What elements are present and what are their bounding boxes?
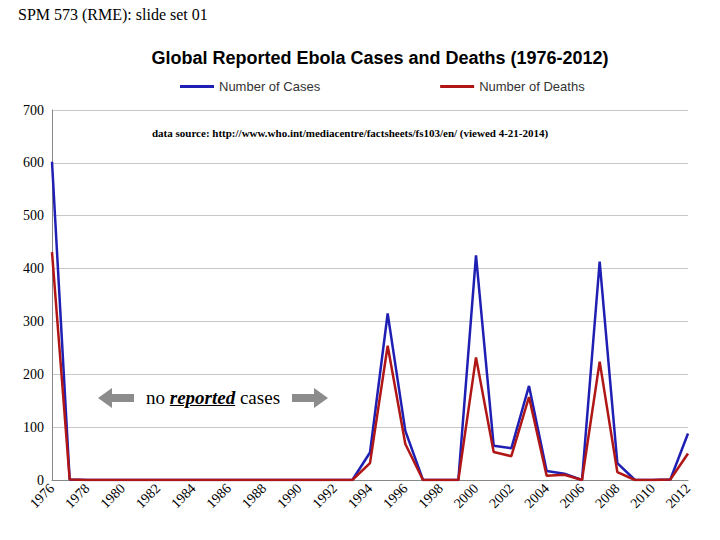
svg-text:1994: 1994 [345, 481, 375, 511]
svg-text:700: 700 [23, 103, 44, 118]
svg-text:1980: 1980 [98, 481, 128, 511]
svg-text:1988: 1988 [239, 481, 269, 511]
svg-text:200: 200 [23, 367, 44, 382]
svg-text:1992: 1992 [310, 481, 340, 511]
svg-text:2006: 2006 [557, 481, 587, 511]
svg-text:1996: 1996 [380, 481, 410, 511]
svg-text:1984: 1984 [168, 481, 198, 511]
svg-text:2004: 2004 [522, 481, 552, 511]
svg-text:Global Reported Ebola Cases an: Global Reported Ebola Cases and Deaths (… [151, 48, 608, 68]
svg-text:300: 300 [23, 314, 44, 329]
svg-text:400: 400 [23, 261, 44, 276]
svg-text:100: 100 [23, 420, 44, 435]
svg-text:1976: 1976 [27, 481, 57, 511]
svg-text:2008: 2008 [592, 481, 622, 511]
svg-text:1978: 1978 [62, 481, 92, 511]
svg-text:1990: 1990 [274, 481, 304, 511]
svg-text:1998: 1998 [416, 481, 446, 511]
svg-text:0: 0 [37, 472, 44, 488]
svg-text:600: 600 [23, 155, 44, 170]
svg-text:Number of Cases: Number of Cases [219, 79, 321, 94]
html-text:no reported cases: no reported cases [146, 387, 280, 408]
svg-text:2010: 2010 [628, 481, 658, 511]
svg-text:2002: 2002 [486, 481, 516, 511]
svg-text:2000: 2000 [451, 481, 481, 511]
svg-text:data source: http://www.who.in: data source: http://www.who.int/mediacen… [152, 127, 548, 140]
html-text:SPM 573 (RME): slide set 01: SPM 573 (RME): slide set 01 [18, 6, 208, 23]
svg-text:500: 500 [23, 208, 44, 223]
svg-text:Number of Deaths: Number of Deaths [479, 79, 585, 94]
svg-text:2012: 2012 [663, 481, 693, 511]
svg-text:1982: 1982 [133, 481, 163, 511]
svg-text:1986: 1986 [204, 481, 234, 511]
